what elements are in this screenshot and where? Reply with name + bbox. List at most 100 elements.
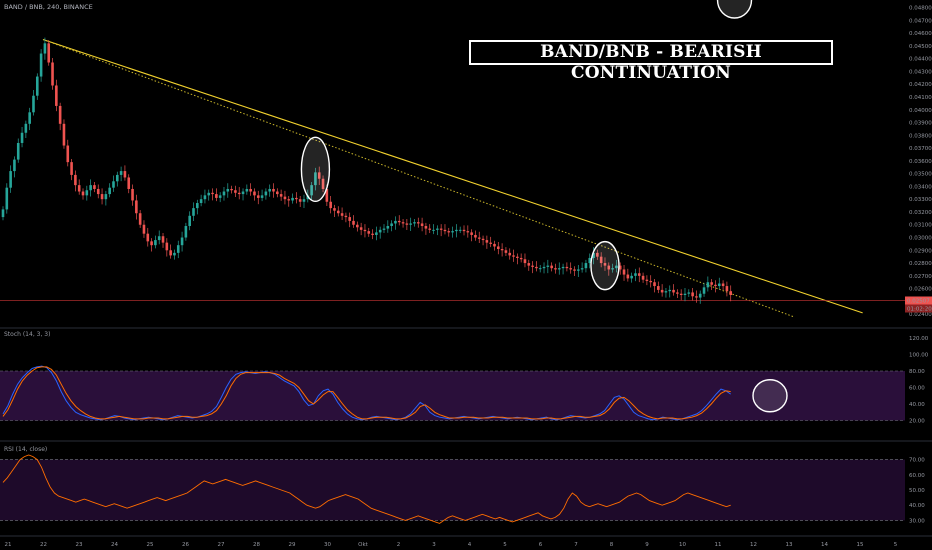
price-axis-tick: 0.03600 xyxy=(909,159,932,165)
time-axis-tick: 26 xyxy=(182,542,189,548)
candle-body xyxy=(394,220,397,224)
candle-body xyxy=(447,231,451,233)
candle-body xyxy=(622,269,626,275)
rsi-band xyxy=(0,459,905,521)
candle-body xyxy=(676,292,679,294)
highlight-circle xyxy=(300,136,331,203)
candle-body xyxy=(424,226,428,229)
candle-body xyxy=(554,268,557,270)
candle-body xyxy=(96,188,100,195)
time-axis-tick: 8 xyxy=(610,542,614,548)
candle-body xyxy=(557,268,561,270)
time-axis-tick: 3 xyxy=(432,542,436,548)
candle-body xyxy=(512,255,515,257)
time-axis-tick: 15 xyxy=(857,542,864,548)
candle-body xyxy=(679,293,683,296)
candle-body xyxy=(108,187,111,195)
candle-body xyxy=(264,191,268,196)
candle-body xyxy=(432,229,435,231)
time-axis-tick: 5 xyxy=(503,542,507,548)
candle-body xyxy=(100,194,104,200)
candle-body xyxy=(451,231,454,233)
candle-body xyxy=(184,226,188,238)
candle-body xyxy=(706,282,710,288)
candle-body xyxy=(466,231,470,233)
candle-body xyxy=(428,228,432,230)
candle-body xyxy=(77,185,81,192)
candle-body xyxy=(245,188,249,192)
candle-body xyxy=(123,171,127,178)
candle-body xyxy=(531,265,534,267)
candle-body xyxy=(119,171,123,175)
candle-body xyxy=(203,195,207,200)
rsi-axis-tick: 60.00 xyxy=(909,473,925,479)
candle-body xyxy=(89,185,92,191)
stoch-axis-tick: 20.00 xyxy=(909,419,925,425)
candle-body xyxy=(481,238,485,241)
candle-body xyxy=(138,213,142,225)
stoch-band xyxy=(0,371,905,421)
candle-body xyxy=(615,265,618,269)
candle-body xyxy=(653,282,656,287)
candle-body xyxy=(489,242,492,244)
candle-body xyxy=(302,199,306,202)
price-axis-tick: 0.03000 xyxy=(909,236,932,242)
candle-body xyxy=(199,199,203,204)
candle-body xyxy=(13,159,16,172)
time-axis-tick: 9 xyxy=(645,542,649,548)
candle-body xyxy=(596,252,599,257)
candle-body xyxy=(135,200,138,214)
time-axis-tick: 7 xyxy=(574,542,578,548)
candle-body xyxy=(268,188,271,192)
candle-body xyxy=(401,222,405,224)
highlight-circle xyxy=(716,0,753,19)
candle-body xyxy=(131,188,134,201)
candle-body xyxy=(226,188,230,192)
candle-body xyxy=(386,226,390,229)
price-axis-tick: 0.03200 xyxy=(909,210,932,216)
stoch-highlight-circle xyxy=(752,379,788,413)
candle-body xyxy=(683,293,687,296)
candle-body xyxy=(237,192,241,195)
current-price-tag xyxy=(905,296,932,305)
candle-body xyxy=(462,229,466,232)
candle-body xyxy=(55,85,58,106)
candle-body xyxy=(729,291,733,296)
candle-body xyxy=(260,195,264,198)
candle-body xyxy=(455,229,458,232)
candle-body xyxy=(173,252,176,256)
candle-body xyxy=(321,178,325,189)
candle-body xyxy=(413,222,416,224)
candle-body xyxy=(519,257,523,260)
rsi-line xyxy=(2,454,731,524)
candle-body xyxy=(672,289,675,293)
price-axis-tick: 0.03900 xyxy=(909,121,932,127)
candle-body xyxy=(66,145,70,163)
candle-body xyxy=(310,185,313,196)
candle-body xyxy=(443,229,447,232)
candle-body xyxy=(714,284,717,287)
candle-body xyxy=(192,208,195,216)
candle-body xyxy=(371,233,374,235)
stoch-axis-tick: 60.00 xyxy=(909,386,925,392)
time-axis-tick: 29 xyxy=(289,542,296,548)
candle-body xyxy=(618,265,622,270)
price-axis-tick: 0.04100 xyxy=(909,95,932,101)
time-axis-tick: 25 xyxy=(147,542,154,548)
candle-body xyxy=(28,112,31,124)
candle-body xyxy=(721,283,725,287)
candle-body xyxy=(641,275,645,280)
candle-body xyxy=(35,76,39,96)
candle-body xyxy=(287,199,291,201)
candle-body xyxy=(20,132,24,143)
candle-body xyxy=(32,95,35,113)
price-axis-tick: 0.03500 xyxy=(909,172,932,178)
candle-body xyxy=(161,236,165,243)
candle-body xyxy=(5,187,9,210)
candle-body xyxy=(375,232,378,235)
price-axis-tick: 0.02700 xyxy=(909,274,932,280)
candle-body xyxy=(196,203,199,209)
candle-body xyxy=(535,266,538,269)
price-axis-tick: 0.04600 xyxy=(909,31,932,37)
